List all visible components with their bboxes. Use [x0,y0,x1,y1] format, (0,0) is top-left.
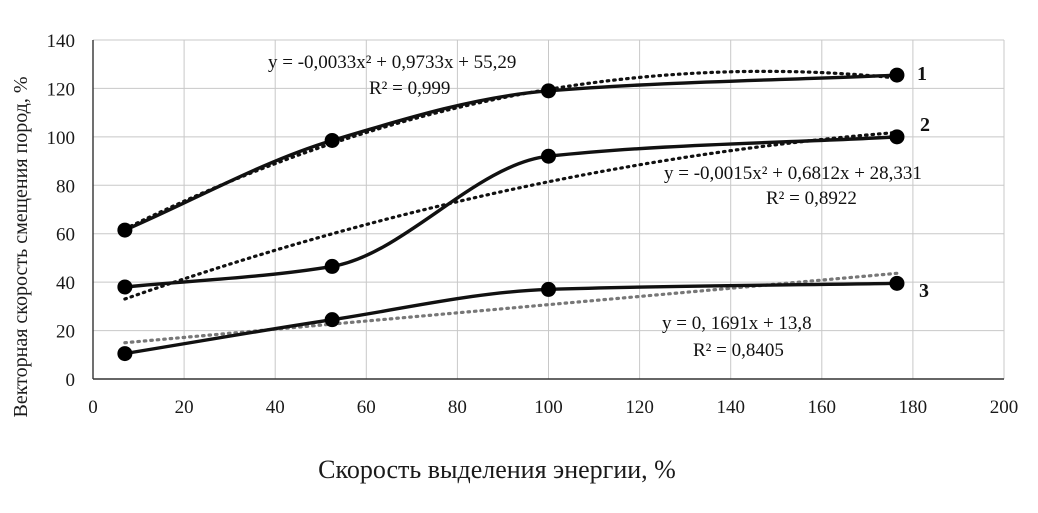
line-series-3 [123,281,899,356]
data-point-series-3 [117,346,133,362]
series-lines [123,73,899,356]
y-tick-label: 120 [47,79,76,100]
line-series-2 [123,135,899,289]
x-axis-title: Скорость выделения энергии, % [318,455,676,484]
data-points [117,67,905,362]
line-series-1 [123,73,899,232]
x-tick-label: 60 [357,397,376,418]
x-tick-label: 160 [808,397,837,418]
data-point-series-2 [324,258,340,274]
series-tag-1: 1 [917,63,927,85]
data-point-series-1 [117,222,133,238]
trendline-r2-1: R² = 0,999 [369,78,450,99]
x-tick-label: 40 [266,397,285,418]
axes [92,40,1004,380]
x-tick-label: 140 [716,397,745,418]
x-tick-label: 180 [899,397,928,418]
x-tick-label: 20 [175,397,194,418]
tick-labels: 0 20 40 60 80 100 120 140 160 180 200 0 20 40 60 80 100 1… [47,31,1019,418]
series-tag-2: 2 [920,114,930,136]
y-tick-label: 140 [47,31,76,52]
x-tick-label: 100 [534,397,563,418]
x-tick-label: 0 [88,397,98,418]
y-tick-label: 100 [47,128,76,149]
x-tick-label: 80 [448,397,467,418]
trendline-series-2 [123,130,899,301]
data-point-series-2 [541,148,556,164]
annotations: y = -0,0033x² + 0,9733x + 55,29 R² = 0,9… [268,52,930,361]
trendline-r2-2: R² = 0,8922 [766,188,857,209]
trendline-r2-3: R² = 0,8405 [693,340,784,361]
y-tick-label: 80 [56,176,75,197]
trendline-equation-1: y = -0,0033x² + 0,9733x + 55,29 [268,52,516,73]
data-point-series-1 [541,83,556,99]
data-point-series-2 [889,129,905,145]
trendline-equation-2: y = -0,0015x² + 0,6812x + 28,331 [664,163,922,184]
data-point-series-2 [117,279,133,295]
x-tick-label: 120 [625,397,654,418]
data-point-series-3 [324,312,340,328]
data-point-series-3 [541,281,556,297]
data-point-series-3 [889,275,905,291]
y-axis-title: Векторная скорость смещения пород, % [10,77,32,418]
data-point-series-1 [324,132,340,148]
data-point-series-1 [889,67,905,83]
series-tag-3: 3 [919,280,929,302]
y-tick-label: 0 [66,370,76,391]
trendline-equation-3: y = 0, 1691x + 13,8 [662,313,812,334]
y-tick-label: 60 [56,225,75,246]
x-tick-label: 200 [990,397,1019,418]
y-tick-label: 40 [56,273,75,294]
y-tick-label: 20 [56,322,75,343]
